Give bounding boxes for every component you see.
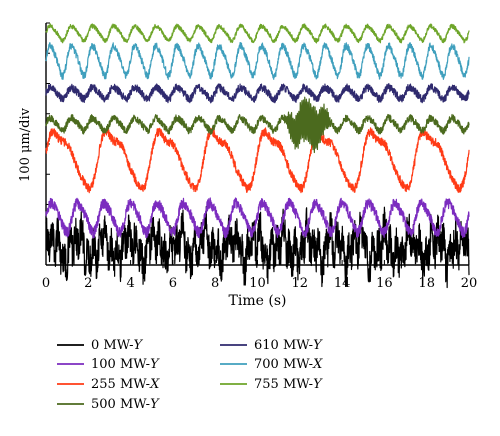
x-tick-label: 12	[292, 276, 309, 291]
legend-label: 755 MW-Y	[254, 377, 323, 392]
legend-label-axis: Y	[134, 338, 144, 353]
x-tick-label: 20	[461, 276, 478, 291]
x-tick-label: 0	[42, 276, 50, 291]
series-line	[45, 206, 470, 289]
legend-label: 0 MW-Y	[91, 338, 144, 353]
y-axis-label: 100 μm/div	[18, 107, 33, 182]
series-line	[45, 127, 470, 194]
x-tick-label: 6	[169, 276, 177, 291]
legend-label-prefix: 255 MW-	[91, 377, 150, 392]
legend-label: 500 MW-Y	[91, 397, 160, 412]
legend-label: 610 MW-Y	[254, 338, 323, 353]
legend-label-axis: Y	[150, 397, 160, 412]
series-line	[45, 197, 470, 239]
x-tick-label: 2	[84, 276, 92, 291]
x-tick-label: 10	[249, 276, 266, 291]
series-line	[45, 42, 470, 80]
x-tick-label: 14	[334, 276, 351, 291]
legend-label-axis: X	[149, 377, 160, 392]
legend-label-prefix: 0 MW-	[91, 338, 134, 353]
legend-label-prefix: 100 MW-	[91, 357, 150, 372]
legend-label-axis: Y	[313, 338, 323, 353]
series-line	[45, 83, 470, 104]
x-tick-label: 4	[126, 276, 134, 291]
legend-label-axis: X	[312, 357, 323, 372]
x-tick-label: 18	[418, 276, 435, 291]
legend-label: 255 MW-X	[91, 377, 160, 392]
x-tick-label: 16	[376, 276, 393, 291]
legend-label-prefix: 610 MW-	[254, 338, 313, 353]
series-line	[45, 23, 470, 44]
legend-label-axis: Y	[313, 377, 323, 392]
series-line	[45, 96, 470, 154]
legend-label-prefix: 755 MW-	[254, 377, 313, 392]
x-tick-label: 8	[211, 276, 219, 291]
series-traces	[45, 23, 470, 289]
legend-label: 700 MW-X	[254, 357, 323, 372]
x-axis-label: Time (s)	[229, 293, 287, 309]
legend-label-prefix: 700 MW-	[254, 357, 313, 372]
legend-label: 100 MW-Y	[91, 357, 160, 372]
legend-label-prefix: 500 MW-	[91, 397, 150, 412]
legend-label-axis: Y	[150, 357, 160, 372]
